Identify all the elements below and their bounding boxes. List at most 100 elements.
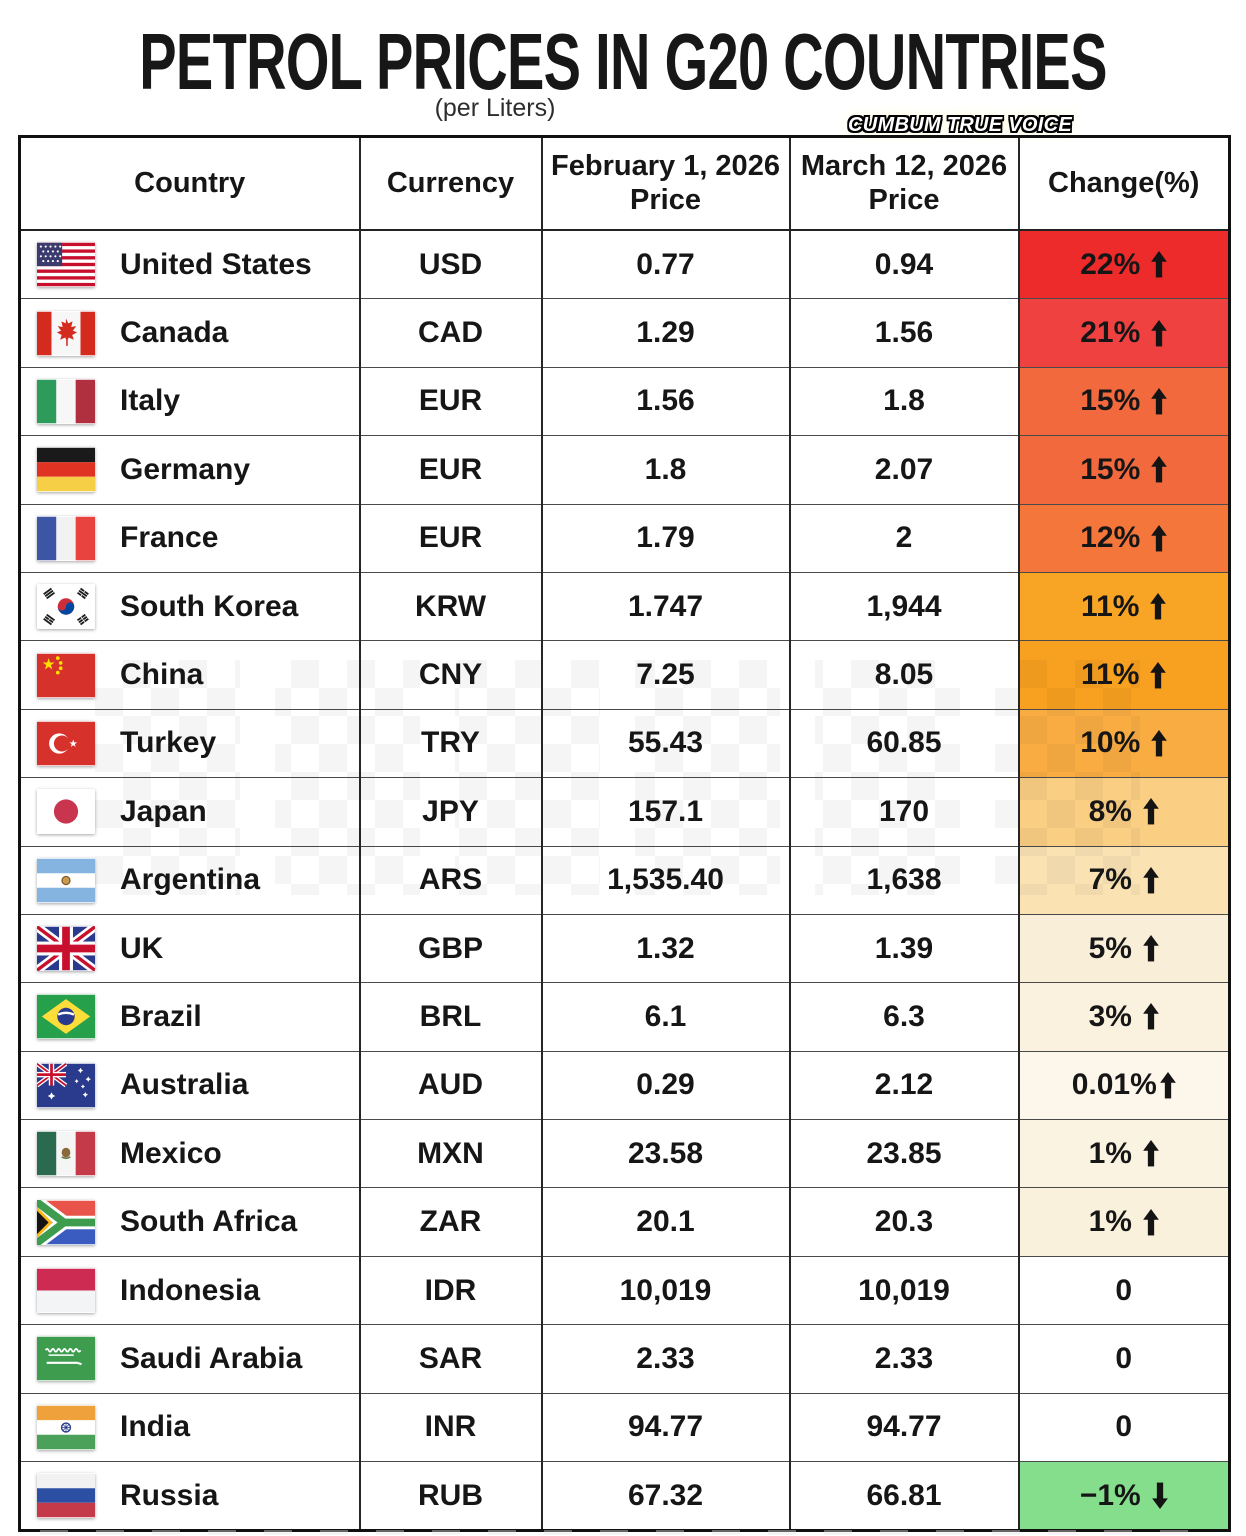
currency-code: ZAR [358, 1187, 543, 1257]
change-cell: 0 [1017, 1255, 1231, 1326]
country-name: Turkey [120, 726, 217, 760]
id-flag-icon [37, 1268, 95, 1313]
country-name: China [120, 658, 204, 692]
change-cell: 22% [1017, 229, 1231, 300]
price-feb: 1.79 [540, 503, 791, 573]
price-feb: 1.747 [540, 571, 791, 642]
row-it: Italy EUR 1.56 1.8 15% [18, 366, 1231, 437]
price-mar: 1,638 [788, 845, 1020, 915]
change-cell: 11% [1017, 640, 1231, 710]
currency-code: CAD [358, 298, 543, 368]
arrow-icon [1143, 1140, 1159, 1167]
price-feb: 0.77 [540, 229, 791, 300]
country-name: Germany [120, 452, 251, 486]
row-kr: South Korea KRW 1.747 1,944 11% [18, 571, 1231, 642]
de-flag-icon [37, 447, 95, 492]
price-feb: 55.43 [540, 708, 791, 779]
change-cell: 0 [1017, 1392, 1231, 1463]
country-name: Japan [120, 794, 207, 828]
row-cn: China CNY 7.25 8.05 11% [18, 640, 1231, 710]
row-gb: UK GBP 1.32 1.39 5% [18, 913, 1231, 984]
price-mar: 1.8 [788, 366, 1020, 437]
change-cell: 21% [1017, 298, 1231, 368]
country-name: Argentina [120, 863, 261, 897]
price-mar: 2 [788, 503, 1020, 573]
row-de: Germany EUR 1.8 2.07 15% [18, 435, 1231, 505]
arrow-icon [1151, 387, 1168, 415]
jp-flag-icon [37, 789, 95, 834]
price-feb: 0.29 [540, 1050, 791, 1121]
arrow-icon [1150, 593, 1167, 620]
us-flag-icon [37, 242, 95, 287]
table-body: United States USD 0.77 0.94 22% Canada C… [18, 229, 1231, 1532]
currency-code: SAR [358, 1324, 543, 1394]
za-flag-icon [37, 1199, 95, 1245]
arrow-icon [1143, 798, 1159, 825]
price-feb: 20.1 [540, 1187, 791, 1257]
price-mar: 10,019 [788, 1255, 1020, 1326]
change-cell: 0.01% [1017, 1050, 1231, 1121]
row-br: Brazil BRL 6.1 6.3 3% [18, 982, 1231, 1052]
country-name: Canada [120, 316, 229, 350]
arrow-icon [1151, 524, 1168, 552]
row-za: South Africa ZAR 20.1 20.3 1% [18, 1187, 1231, 1257]
header-currency: Currency [358, 136, 543, 231]
currency-code: USD [358, 229, 543, 300]
price-mar: 6.3 [788, 982, 1020, 1052]
currency-code: JPY [358, 777, 543, 847]
price-feb: 1.32 [540, 913, 791, 984]
header-change: Change(%) [1017, 136, 1231, 231]
fr-flag-icon [37, 516, 95, 561]
change-cell: 0 [1017, 1324, 1231, 1394]
row-mx: Mexico MXN 23.58 23.85 1% [18, 1119, 1231, 1189]
price-mar: 94.77 [788, 1392, 1020, 1463]
country-name: Russia [120, 1478, 219, 1512]
currency-code: KRW [358, 571, 543, 642]
price-feb: 1.29 [540, 298, 791, 368]
page-subtitle: (per Liters) [434, 94, 556, 122]
row-us: United States USD 0.77 0.94 22% [18, 229, 1231, 300]
price-feb: 1,535.40 [540, 845, 791, 915]
arrow-icon [1151, 251, 1168, 278]
price-feb: 94.77 [540, 1392, 791, 1463]
country-name: Australia [120, 1068, 249, 1102]
arrow-icon [1151, 1482, 1168, 1510]
row-ru: Russia RUB 67.32 66.81 −1% [18, 1461, 1231, 1532]
br-flag-icon [37, 994, 95, 1039]
header-country: Country [18, 136, 361, 231]
country-name: South Africa [120, 1205, 298, 1239]
price-mar: 60.85 [788, 708, 1020, 779]
change-cell: 12% [1017, 503, 1231, 573]
country-name: UK [120, 931, 164, 965]
country-name: United States [120, 247, 312, 281]
ar-flag-icon [37, 858, 95, 903]
currency-code: EUR [358, 435, 543, 505]
arrow-icon [1143, 866, 1159, 894]
ca-flag-icon [37, 311, 95, 356]
mx-flag-icon [37, 1131, 95, 1176]
petrol-prices-table: Country Currency February 1, 2026 Price M… [18, 135, 1231, 1533]
arrow-icon [1143, 1208, 1159, 1236]
arrow-icon [1151, 456, 1168, 483]
page-title: PETROL PRICES IN G20 COUNTRIES [139, 17, 1107, 106]
row-in: India INR 94.77 94.77 0 [18, 1392, 1231, 1463]
sa-flag-icon [37, 1336, 95, 1381]
price-feb: 23.58 [540, 1119, 791, 1189]
country-name: South Korea [120, 589, 299, 623]
price-feb: 6.1 [540, 982, 791, 1052]
arrow-icon [1143, 935, 1159, 962]
arrow-icon [1151, 729, 1168, 757]
change-cell: 15% [1017, 435, 1231, 505]
currency-code: MXN [358, 1119, 543, 1189]
row-ca: Canada CAD 1.29 1.56 21% [18, 298, 1231, 368]
change-cell: 10% [1017, 708, 1231, 779]
price-feb: 10,019 [540, 1255, 791, 1326]
currency-code: CNY [358, 640, 543, 710]
arrow-icon [1151, 319, 1168, 347]
price-mar: 1,944 [788, 571, 1020, 642]
price-mar: 1.56 [788, 298, 1020, 368]
row-sa: Saudi Arabia SAR 2.33 2.33 0 [18, 1324, 1231, 1394]
change-cell: 11% [1017, 571, 1231, 642]
tr-flag-icon [37, 721, 95, 766]
country-name: Mexico [120, 1136, 222, 1170]
